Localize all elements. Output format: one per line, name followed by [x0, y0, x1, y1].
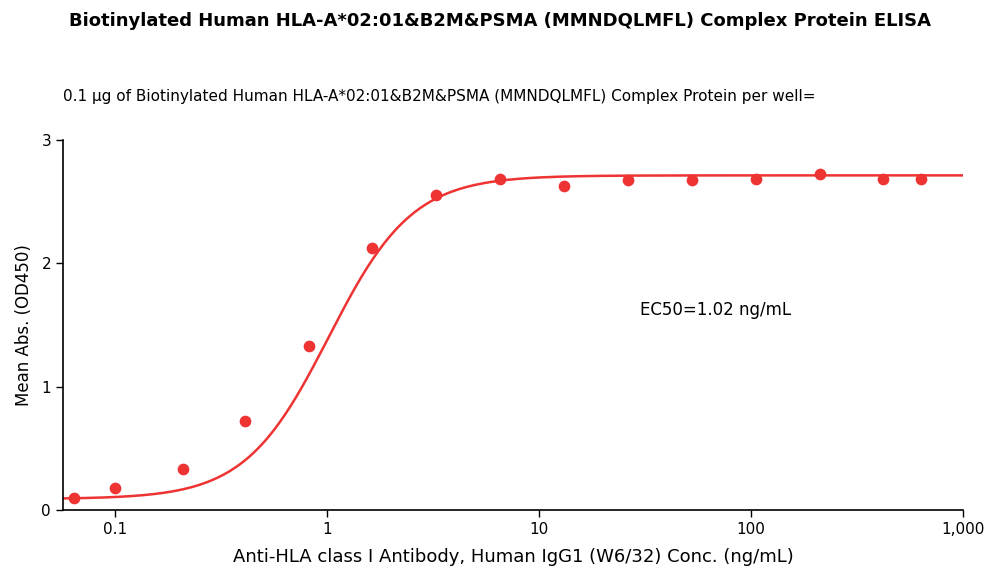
Point — [684, 175, 700, 185]
Text: EC50=1.02 ng/mL: EC50=1.02 ng/mL — [640, 301, 791, 319]
Point — [556, 182, 572, 191]
Text: Biotinylated Human HLA-A*02:01&B2M&PSMA (MMNDQLMFL) Complex Protein ELISA: Biotinylated Human HLA-A*02:01&B2M&PSMA … — [69, 12, 931, 30]
Point — [428, 191, 444, 200]
Point — [913, 174, 929, 184]
Point — [875, 174, 891, 184]
Point — [364, 243, 380, 253]
Point — [237, 417, 253, 426]
Point — [620, 175, 636, 185]
X-axis label: Anti-HLA class I Antibody, Human IgG1 (W6/32) Conc. (ng/mL): Anti-HLA class I Antibody, Human IgG1 (W… — [233, 548, 793, 566]
Point — [748, 174, 764, 184]
Point — [66, 494, 82, 503]
Point — [107, 484, 123, 493]
Point — [812, 170, 828, 179]
Point — [301, 341, 317, 350]
Point — [492, 174, 508, 184]
Point — [175, 464, 191, 474]
Y-axis label: Mean Abs. (OD450): Mean Abs. (OD450) — [15, 244, 33, 406]
Text: 0.1 μg of Biotinylated Human HLA-A*02:01&B2M&PSMA (MMNDQLMFL) Complex Protein pe: 0.1 μg of Biotinylated Human HLA-A*02:01… — [63, 89, 815, 103]
